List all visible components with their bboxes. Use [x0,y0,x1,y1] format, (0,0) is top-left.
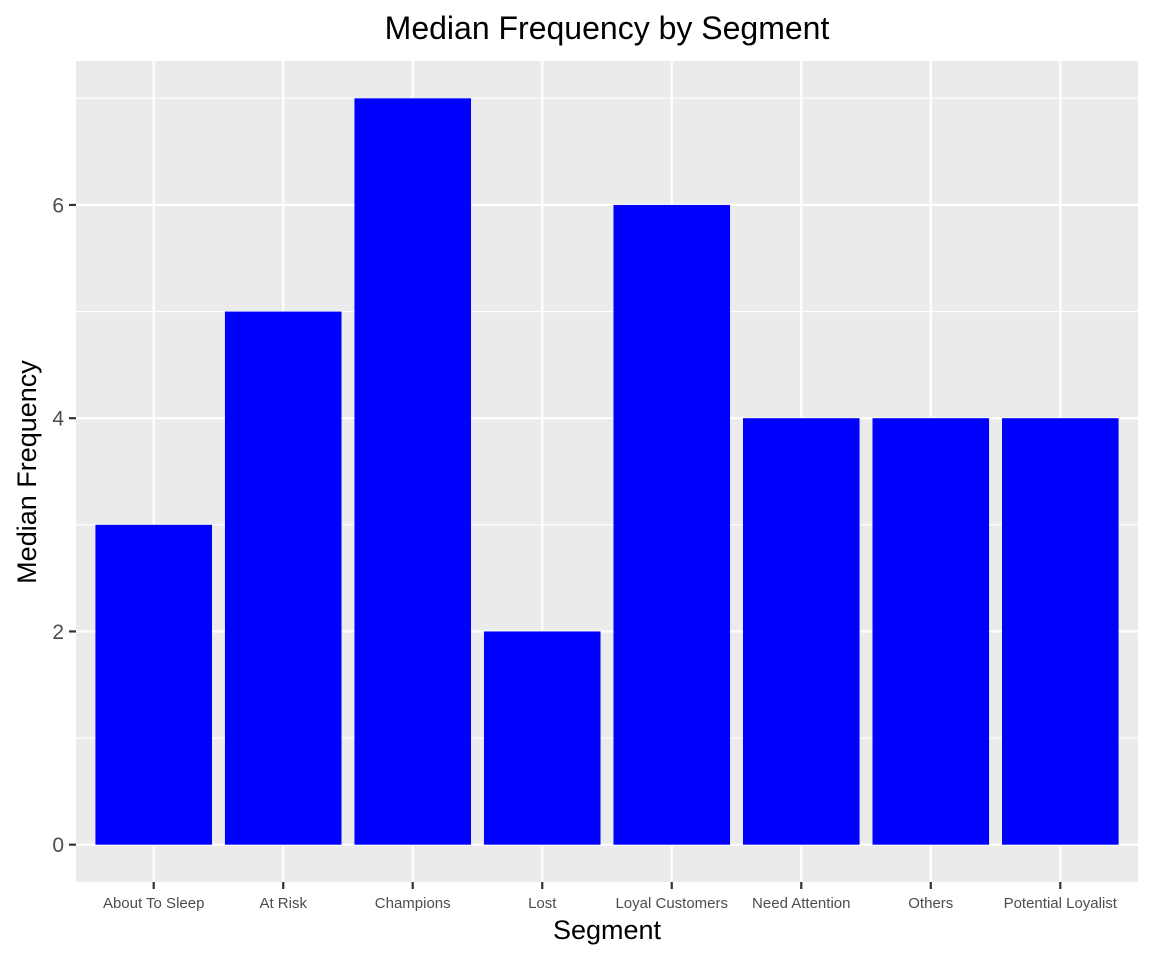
y-axis-title: Median Frequency [12,360,42,584]
y-tick-label: 6 [52,194,64,217]
x-tick-label: Champions [375,895,451,912]
bars [95,98,1119,845]
y-tick-label: 4 [52,408,64,431]
x-tick-label: Lost [528,895,557,912]
bar [224,311,342,845]
y-axis: 0 2 4 6 [52,194,76,857]
bar [483,631,601,845]
chart-title: Median Frequency by Segment [385,10,830,46]
x-axis-title: Segment [553,915,662,945]
x-tick-label: Potential Loyalist [1004,895,1118,912]
x-tick-label: About To Sleep [103,895,204,912]
x-tick-label: Loyal Customers [615,895,728,912]
x-tick-label: Need Attention [752,895,850,912]
y-tick-label: 0 [52,834,64,857]
x-tick-label: Others [908,895,953,912]
bar [1002,418,1119,845]
bar [95,524,212,845]
bar [872,418,990,845]
x-tick-label: At Risk [259,895,307,912]
x-axis: About To Sleep At Risk Champions Lost Loyal … [103,882,1118,912]
bar [354,98,472,845]
y-tick-label: 2 [52,621,64,644]
bar [613,204,731,845]
bar [742,418,860,845]
